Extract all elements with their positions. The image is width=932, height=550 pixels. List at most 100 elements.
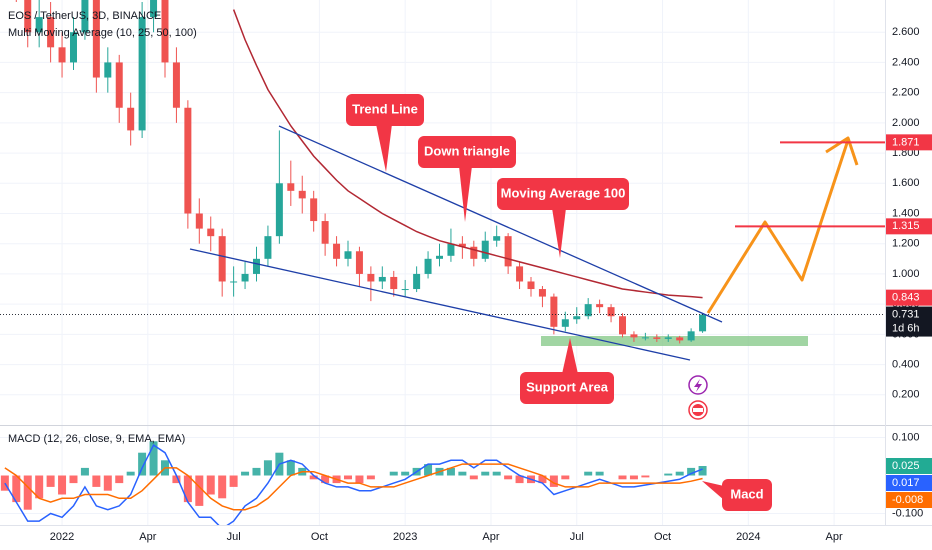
y-tick-label: 2.600 — [892, 26, 920, 38]
callout-box — [346, 94, 424, 126]
candle-body — [287, 183, 295, 191]
callout-pointer — [552, 208, 566, 258]
histogram-bar — [492, 471, 501, 476]
candle-body — [47, 17, 55, 48]
candle-body — [527, 281, 535, 290]
macd-pane — [0, 441, 707, 525]
candle-body — [333, 243, 341, 259]
histogram-bar — [138, 452, 147, 476]
trend-line — [278, 125, 723, 323]
histogram-bar — [561, 475, 570, 480]
candle-body — [435, 255, 443, 259]
histogram-bar — [595, 471, 604, 476]
candle-body — [310, 198, 318, 222]
callout-pointer — [376, 124, 392, 172]
candle-body — [504, 236, 512, 267]
chart-title: EOS / TetherUS, 3D, BINANCE — [8, 10, 161, 22]
y-tick-label: 1.200 — [892, 238, 920, 250]
grid — [0, 0, 885, 525]
price-tag-label: 0.843 — [892, 292, 920, 304]
histogram-bar — [126, 471, 135, 476]
histogram-bar — [321, 475, 330, 484]
histogram-bar — [343, 475, 352, 480]
candle-body — [481, 240, 489, 259]
histogram-bar — [309, 475, 318, 480]
candle-body — [104, 62, 112, 78]
candle-body — [58, 47, 66, 63]
histogram-bar — [23, 475, 32, 510]
histogram-bar — [584, 471, 593, 476]
moving-average — [232, 9, 703, 299]
price-tag-label: 1.315 — [892, 220, 920, 232]
candle-body — [207, 228, 215, 237]
callout-box — [722, 479, 772, 511]
candle-body — [596, 304, 604, 308]
support-area — [541, 336, 808, 346]
histogram-bar — [446, 467, 455, 476]
annotation: Macd — [730, 486, 763, 501]
callout: Macd — [702, 479, 772, 511]
price-tag-label: 1.871 — [892, 136, 920, 148]
candle-body — [252, 258, 260, 274]
macd-tag-label: 0.017 — [892, 477, 920, 489]
x-tick-label: Apr — [482, 531, 499, 543]
macd-tag-label: -0.008 — [892, 494, 923, 506]
candle-body — [115, 62, 123, 108]
price-tag — [886, 306, 932, 337]
histogram-bar — [641, 475, 650, 478]
y-tick-label: -0.100 — [892, 507, 923, 519]
histogram-bar — [366, 475, 375, 480]
x-tick-label: 2023 — [393, 531, 417, 543]
histogram-bar — [172, 475, 181, 484]
histogram-bar — [515, 475, 524, 484]
macd-tag — [886, 475, 932, 491]
histogram-bar — [389, 471, 398, 476]
axes: 2022 Apr Jul Oct 2023 Apr Jul Oct 2024 Apr 0.200 0.… — [50, 26, 932, 543]
histogram-bar — [103, 475, 112, 491]
candle-body — [378, 276, 386, 282]
histogram-bar — [0, 475, 9, 491]
candle-body — [550, 296, 558, 327]
candle-body — [458, 243, 466, 247]
callout: Support Area — [520, 338, 614, 404]
histogram-bar — [698, 466, 707, 476]
x-tick-label: Oct — [654, 531, 671, 543]
candle-body — [573, 316, 581, 320]
lightning-icon — [694, 379, 702, 392]
annotation: Trend Line — [352, 101, 418, 116]
histogram-bar — [469, 475, 478, 480]
histogram-bar — [183, 475, 192, 503]
y-tick-label: 1.000 — [892, 268, 920, 280]
macd-line — [4, 463, 703, 511]
histogram-bar — [195, 475, 204, 506]
callout-pointer — [562, 338, 578, 374]
x-tick-label: 2022 — [50, 531, 74, 543]
callout: Down triangle — [418, 136, 516, 222]
histogram-bar — [629, 475, 638, 480]
histogram-bar — [481, 471, 490, 476]
candle-body — [218, 236, 226, 282]
histogram-bar — [229, 475, 238, 487]
candle-body — [413, 273, 421, 290]
candle-body — [138, 17, 146, 131]
histogram-bar — [35, 475, 44, 499]
histogram-bar — [355, 475, 364, 484]
candle-body — [584, 304, 592, 317]
candle-body — [298, 190, 306, 199]
histogram-bar — [241, 471, 250, 476]
candle-body — [184, 107, 192, 214]
macd-tag — [886, 458, 932, 474]
histogram-bar — [58, 475, 67, 495]
y-tick-label: 0.200 — [892, 389, 920, 401]
candle-body — [424, 258, 432, 274]
histogram-bar — [263, 460, 272, 476]
histogram-bar — [286, 460, 295, 476]
macd-line — [4, 444, 703, 525]
annotation: Support Area — [526, 379, 609, 394]
histogram-bar — [549, 475, 558, 487]
candle-body — [676, 337, 684, 341]
price-tag-label: 0.731 — [892, 308, 920, 320]
candle-body — [35, 17, 43, 33]
candle-body — [619, 316, 627, 335]
candle-body — [607, 307, 615, 317]
